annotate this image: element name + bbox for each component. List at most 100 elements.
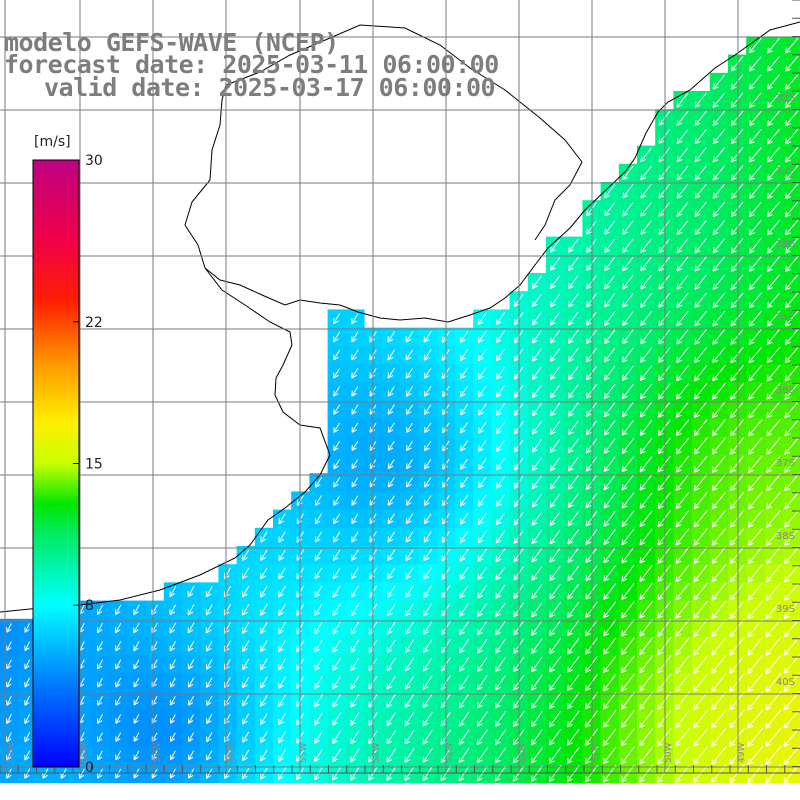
- wind-arrow: [658, 165, 671, 181]
- colorbar-tick-label: 15: [85, 457, 103, 473]
- lat-label: 33S: [776, 166, 795, 177]
- lon-label: 51W: [591, 743, 601, 763]
- wind-arrow: [784, 74, 799, 90]
- wind-arrow: [766, 237, 781, 254]
- wind-arrow: [784, 165, 799, 181]
- wind-arrow: [784, 146, 799, 163]
- lat-label: 38S: [776, 531, 795, 542]
- wind-arrow: [549, 238, 561, 253]
- wind-arrow: [694, 238, 707, 254]
- lon-label: 54W: [372, 743, 382, 763]
- wind-arrow: [730, 183, 744, 199]
- wind-arrow: [730, 74, 744, 90]
- lat-label: 37S: [776, 458, 795, 469]
- wind-arrow: [712, 147, 726, 163]
- wind-arrow: [640, 165, 652, 181]
- wind-arrow: [604, 184, 616, 199]
- wind-arrow: [748, 183, 762, 199]
- colorbar-unit: [m/s]: [34, 134, 71, 150]
- lon-label: 56W: [226, 743, 236, 763]
- wind-arrow: [766, 165, 780, 181]
- wind-arrow: [694, 201, 707, 217]
- wind-arrow: [658, 129, 671, 144]
- wind-arrow: [730, 165, 744, 181]
- wind-arrow: [766, 146, 780, 163]
- colorbar-scale: [32, 159, 80, 768]
- wind-arrow: [568, 238, 579, 253]
- wind-arrow: [568, 257, 579, 271]
- wind-arrow: [766, 183, 780, 199]
- lat-label: 36S: [776, 385, 795, 396]
- wind-arrow: [730, 56, 744, 72]
- wind-arrow: [712, 219, 726, 236]
- wind-arrow: [676, 110, 689, 126]
- lon-label: 55W: [299, 743, 309, 763]
- lon-label: 50W: [664, 743, 674, 763]
- wind-arrow: [766, 74, 780, 90]
- wind-arrow: [694, 110, 707, 126]
- wind-arrow: [730, 219, 744, 236]
- wind-arrow: [784, 55, 799, 72]
- wind-arrow: [676, 92, 689, 108]
- wind-arrow: [784, 37, 799, 54]
- wind-arrow: [748, 110, 762, 127]
- wind-arrow: [640, 220, 652, 235]
- wind-arrow: [748, 56, 762, 72]
- wind-arrow: [748, 201, 762, 218]
- wind-arrow: [604, 202, 616, 217]
- wind-arrow: [748, 74, 762, 90]
- lon-label: 57W: [153, 743, 163, 763]
- wind-arrow: [712, 201, 726, 217]
- wind-arrow: [730, 110, 744, 127]
- wind-arrow: [604, 238, 616, 253]
- wind-arrow: [748, 165, 762, 181]
- wind-arrow: [712, 165, 726, 181]
- wind-arrow: [748, 219, 762, 236]
- wind-arrow: [712, 128, 726, 145]
- wind-arrow: [694, 147, 707, 163]
- wind-arrow: [658, 183, 671, 199]
- wind-arrow: [694, 92, 707, 108]
- wind-arrow: [730, 128, 744, 145]
- wind-arrow: [784, 219, 799, 236]
- wind-arrow: [640, 202, 652, 217]
- wind-arrow: [766, 110, 780, 127]
- wind-arrow: [676, 129, 689, 144]
- wind-arrow: [694, 129, 707, 145]
- wind-arrow: [694, 220, 707, 236]
- wind-arrow: [730, 147, 744, 163]
- wind-arrow: [766, 92, 780, 108]
- wind-arrow: [784, 110, 799, 127]
- wind-arrow: [640, 183, 652, 199]
- lon-label: 52W: [518, 743, 528, 763]
- wind-arrow: [748, 237, 762, 254]
- wind-arrow: [748, 128, 762, 145]
- wind-arrow: [730, 201, 744, 218]
- valid-date: valid date: 2025-03-17 06:00:00: [44, 73, 496, 102]
- lat-label: 35S: [776, 312, 795, 323]
- lat-label: 32S: [776, 93, 795, 104]
- wind-arrow: [712, 238, 726, 254]
- wind-arrow: [784, 128, 799, 145]
- wind-arrow: [658, 147, 671, 163]
- wind-arrow: [694, 165, 707, 181]
- wind-arrow: [730, 92, 744, 108]
- wind-arrow: [784, 237, 799, 254]
- colorbar-tick-label: 8: [85, 598, 94, 614]
- wind-arrow: [766, 37, 780, 54]
- wind-arrow: [676, 183, 689, 199]
- wind-arrow: [640, 147, 652, 163]
- wind-arrow: [604, 256, 616, 272]
- wind-arrow: [658, 110, 671, 126]
- wind-arrow: [784, 201, 799, 218]
- wind-arrow: [622, 220, 634, 235]
- wind-arrow: [748, 147, 762, 163]
- colorbar-tick-label: 30: [85, 153, 103, 169]
- wind-arrow: [730, 238, 744, 254]
- wind-arrow: [712, 110, 726, 126]
- wind-arrow: [658, 238, 671, 254]
- wind-arrow: [622, 238, 634, 253]
- wind-arrow: [676, 165, 689, 181]
- wind-arrow: [676, 238, 689, 254]
